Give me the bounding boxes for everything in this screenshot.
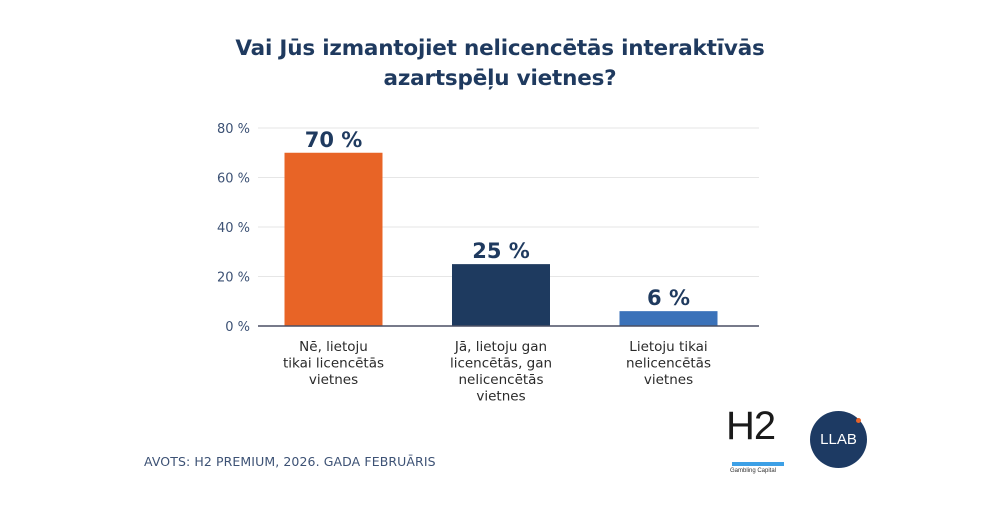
h2-logo-underline: [732, 462, 784, 466]
data-label: 70 %: [305, 128, 363, 152]
bar: [284, 152, 383, 326]
bars: [284, 152, 718, 326]
x-category-label-line: vietnes: [644, 372, 693, 388]
y-tick-label: 20 %: [217, 271, 250, 286]
chart-title-line-1: Vai Jūs izmantojiet nelicencētās interak…: [235, 36, 765, 61]
y-tick-label: 60 %: [217, 172, 250, 187]
y-tick-label: 40 %: [217, 221, 250, 236]
x-category-label-line: vietnes: [476, 389, 525, 405]
h2-logo: H2 Gambling Capital: [726, 404, 788, 474]
bar: [452, 264, 550, 326]
source-note: AVOTS: H2 PREMIUM, 2026. GADA FEBRUĀRIS: [144, 454, 436, 469]
x-category-label: Lietoju tikai nelicencētās vietnes: [626, 339, 711, 388]
x-category-label-line: Jā, lietoju gan: [454, 339, 547, 355]
x-category-label-line: nelicencētās: [459, 372, 544, 388]
x-category-label: Jā, lietoju gan licencētās, gan nelicencēt…: [450, 339, 552, 405]
x-category-label-line: Nē, lietoju: [299, 339, 368, 355]
x-category-label: Nē, lietoju tikai licencētās vietnes: [283, 339, 384, 388]
x-category-label-line: nelicencētās: [626, 356, 711, 372]
h2-logo-text: H2: [726, 404, 776, 448]
y-tick-label: 80 %: [217, 122, 250, 137]
chart-title-line-2: azartspēļu vietnes?: [383, 66, 617, 91]
x-category-label-line: vietnes: [309, 372, 358, 388]
h2-logo-subtitle: Gambling Capital: [730, 468, 777, 474]
y-axis-ticks: 0 % 20 % 40 % 60 % 80 %: [217, 122, 250, 335]
x-category-label-line: Lietoju tikai: [629, 339, 707, 355]
y-tick-label: 0 %: [225, 320, 250, 335]
x-category-label-line: tikai licencētās: [283, 356, 384, 372]
x-category-label-line: licencētās, gan: [450, 356, 552, 372]
llab-logo-dot: [856, 418, 861, 423]
data-label: 25 %: [472, 239, 530, 263]
bar: [619, 311, 718, 326]
data-labels: 70 % 25 % 6 %: [305, 128, 690, 310]
chart-title: Vai Jūs izmantojiet nelicencētās interak…: [0, 34, 1000, 94]
data-label: 6 %: [647, 286, 690, 310]
